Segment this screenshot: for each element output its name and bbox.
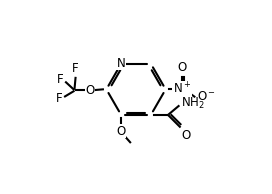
Text: O$^-$: O$^-$ bbox=[197, 90, 216, 104]
Text: O: O bbox=[181, 129, 191, 142]
Text: O: O bbox=[85, 84, 95, 97]
Text: O: O bbox=[177, 61, 187, 74]
Text: F: F bbox=[55, 92, 62, 105]
Text: NH$_2$: NH$_2$ bbox=[181, 96, 205, 111]
Text: F: F bbox=[57, 73, 63, 86]
Text: N$^+$: N$^+$ bbox=[173, 81, 191, 97]
Text: F: F bbox=[72, 62, 79, 75]
Text: O: O bbox=[117, 125, 126, 138]
Text: N: N bbox=[117, 57, 126, 70]
